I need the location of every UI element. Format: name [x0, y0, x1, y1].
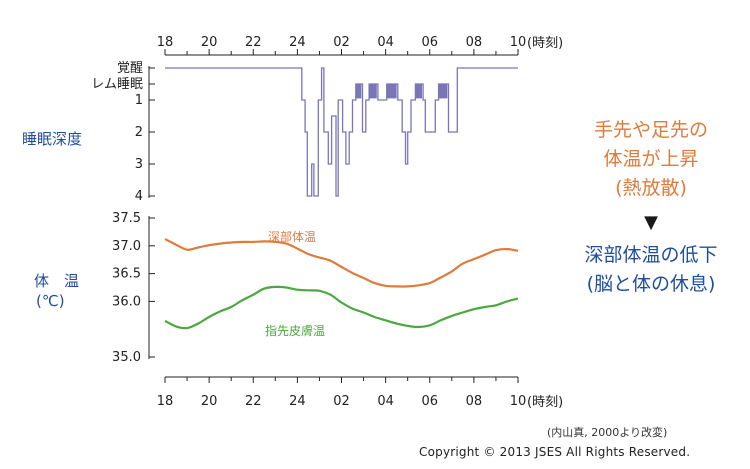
side-note-orange-3: (熱放散) — [615, 177, 687, 199]
down-arrow-icon: ▼ — [644, 212, 658, 233]
side-note-orange-2: 体温が上昇 — [603, 148, 699, 170]
annotation-panel: 手先や足先の 体温が上昇 (熱放散) ▼ 深部体温の低下 (脳と体の休息) — [556, 116, 746, 299]
side-note-orange-1: 手先や足先の — [593, 119, 708, 141]
temp-tick-label: 36.0 — [112, 294, 141, 309]
bottom-time-axis: 18 20 22 24 02 04 06 08 10 — [157, 376, 527, 409]
temp-tick-label: 36.5 — [112, 267, 141, 282]
top-time-tick-label: 24 — [289, 35, 306, 50]
temp-tick-label: 37.0 — [112, 239, 141, 254]
bottom-time-tick-label: 10 — [510, 394, 527, 409]
rem-period-bar — [386, 84, 397, 99]
sleep-depth-tick-label: 3 — [135, 157, 143, 172]
top-time-tick-label: 18 — [157, 35, 174, 50]
top-time-unit: (時刻) — [527, 36, 563, 51]
sleep-depth-line — [165, 67, 518, 197]
bottom-time-tick-label: 18 — [157, 394, 174, 409]
bottom-time-tick-label: 24 — [289, 394, 306, 409]
top-time-tick-label: 02 — [333, 35, 350, 50]
top-time-tick-label: 08 — [466, 35, 483, 50]
sleep-depth-tick-label: 4 — [135, 189, 143, 204]
copyright-notice: Copyright © 2013 JSES All Rights Reserve… — [419, 445, 691, 459]
top-time-tick-label: 22 — [245, 35, 262, 50]
temperature-axis: 37.5 37.0 36.5 36.0 35.0 — [112, 211, 155, 365]
source-citation: (内山真, 2000より改変) — [547, 426, 668, 439]
bottom-time-tick-label: 20 — [201, 394, 218, 409]
sleep-depth-tick-label: 2 — [135, 125, 143, 140]
side-note-blue-2: (脳と体の休息) — [586, 273, 716, 295]
rem-period-bar — [369, 84, 377, 99]
side-note-blue-1: 深部体温の低下 — [584, 244, 718, 266]
bottom-time-tick-label: 22 — [245, 394, 262, 409]
rem-period-bar — [415, 84, 423, 99]
sleep-depth-label: 睡眠深度 — [22, 130, 83, 148]
sleep-depth-tick-label: 1 — [135, 93, 143, 108]
bottom-time-tick-label: 06 — [421, 394, 438, 409]
bottom-time-tick-label: 04 — [377, 394, 394, 409]
bottom-time-unit: (時刻) — [527, 395, 563, 410]
temp-tick-label: 35.0 — [112, 350, 141, 365]
rem-sleep-bars — [355, 84, 448, 99]
body-temp-unit: (℃) — [36, 292, 65, 310]
bottom-time-tick-label: 02 — [333, 394, 350, 409]
sleep-depth-tick-label: 覚醒 — [117, 61, 143, 76]
core-temp-series-label: 深部体温 — [268, 230, 317, 244]
top-time-tick-label: 20 — [201, 35, 218, 50]
sleep-depth-tick-label: レム睡眠 — [91, 77, 143, 92]
skin-temperature-line — [164, 285, 519, 330]
top-time-tick-label: 10 — [510, 35, 527, 50]
top-time-tick-label: 06 — [421, 35, 438, 50]
top-time-axis: 18 20 22 24 02 04 06 08 10 — [157, 35, 527, 56]
body-temp-label: 体 温 — [34, 272, 80, 290]
bottom-time-tick-label: 08 — [466, 394, 483, 409]
temp-tick-label: 37.5 — [112, 211, 141, 226]
skin-temp-series-label: 指先皮膚温 — [265, 324, 326, 338]
rem-period-bar — [438, 84, 448, 99]
core-temperature-line — [164, 238, 519, 288]
top-time-tick-label: 04 — [377, 35, 394, 50]
rem-period-bar — [355, 84, 362, 99]
